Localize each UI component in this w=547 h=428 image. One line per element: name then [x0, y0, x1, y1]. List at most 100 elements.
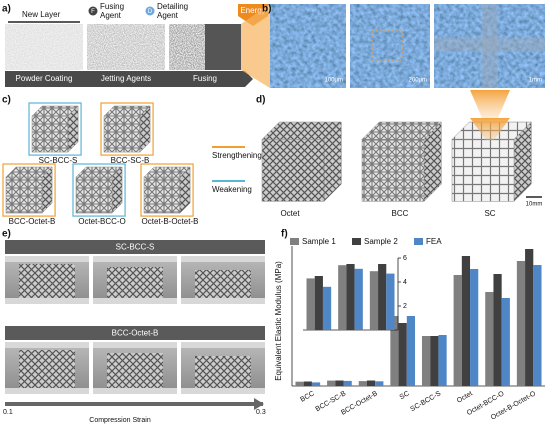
- bar: [438, 335, 447, 386]
- process-arrow: [5, 71, 253, 87]
- platen: [181, 388, 265, 394]
- test-label: SC-BCC-S: [116, 243, 155, 252]
- platen: [93, 388, 177, 394]
- specimen: [107, 353, 163, 388]
- strain-arrowhead: [254, 398, 264, 410]
- test-header: [5, 240, 265, 254]
- bar: [533, 265, 542, 386]
- cube-front: [143, 176, 181, 214]
- cube-front: [361, 139, 425, 202]
- legend-swatch: [290, 238, 299, 245]
- bar: [327, 380, 336, 386]
- detailing-agent: Agent: [157, 11, 179, 20]
- platen: [181, 256, 265, 262]
- panel-label: c): [2, 95, 11, 106]
- lattice-label: BCC-Octet-B: [9, 217, 56, 226]
- powder-texture: [5, 24, 83, 70]
- bar: [335, 380, 344, 386]
- bar: [306, 278, 315, 330]
- bar: [375, 381, 384, 386]
- bar: [390, 316, 399, 386]
- bar: [470, 269, 479, 386]
- cube-frame: [28, 102, 82, 156]
- scale-bar: 100μm: [325, 78, 343, 84]
- test-label: BCC-Octet-B: [112, 329, 159, 338]
- inset-tick-label: 6: [403, 255, 407, 262]
- fusing-agent: Fusing: [100, 2, 124, 11]
- panel-a: [5, 4, 268, 87]
- bar: [525, 249, 534, 386]
- strut: [434, 38, 545, 52]
- lattice-label: SC-BCC-S: [39, 156, 78, 165]
- panel-b: [241, 4, 545, 118]
- cube-frame: [72, 163, 126, 217]
- strain-end: 0.3: [256, 409, 266, 416]
- bar: [338, 265, 347, 330]
- platen: [5, 342, 89, 348]
- bar: [386, 273, 395, 330]
- inset-tick-label: 4: [403, 279, 407, 286]
- bar: [358, 381, 367, 386]
- legend-label: Sample 2: [364, 237, 398, 246]
- bar: [461, 256, 471, 386]
- bar: [398, 323, 407, 386]
- panel-label: b): [262, 4, 271, 15]
- x-tick-label: SC: [399, 390, 411, 401]
- step-label: Powder Coating: [16, 74, 73, 83]
- bar: [406, 316, 416, 386]
- zoom-beam: [470, 118, 510, 140]
- scale-bar: 1mm: [529, 78, 542, 84]
- specimen: [19, 350, 75, 388]
- bar: [493, 274, 502, 386]
- specimen: [107, 267, 163, 298]
- fusing-texture: [169, 24, 205, 70]
- cube-front: [103, 115, 141, 153]
- bar-chart: Equivalent Elastic Modulus (MPa)BCCBCC-S…: [274, 237, 545, 422]
- panel-label: f): [281, 229, 288, 240]
- bar: [346, 264, 355, 330]
- cube-frame: [100, 102, 154, 156]
- bar: [453, 275, 462, 386]
- bar: [421, 336, 431, 386]
- cube-front: [75, 176, 113, 214]
- inset-tick-label: 2: [403, 303, 407, 310]
- test-header: [5, 326, 265, 340]
- cube-front: [5, 176, 43, 214]
- zoom-box: [371, 29, 403, 61]
- cube-front: [261, 139, 325, 202]
- scale-bar: 200μm: [409, 78, 427, 84]
- panel-label: a): [2, 4, 11, 15]
- panel-label: d): [256, 95, 265, 106]
- zoom-beam: [470, 90, 510, 118]
- platen: [5, 256, 89, 262]
- platen: [93, 256, 177, 262]
- strain-start: 0.1: [3, 409, 13, 416]
- cube-frame: [140, 163, 194, 217]
- scale-bar: 10mm: [526, 202, 543, 208]
- bar: [485, 292, 494, 386]
- x-tick-label: BCC: [299, 390, 315, 403]
- bar: [322, 286, 332, 330]
- platen: [5, 388, 89, 394]
- platen: [93, 342, 177, 348]
- bar: [354, 268, 363, 330]
- platen: [93, 298, 177, 304]
- lattice-label: Octet-BCC-O: [78, 217, 126, 226]
- zoom-wedge: [241, 4, 270, 88]
- y-axis-label: Equivalent Elastic Modulus (MPa): [274, 261, 283, 381]
- bar: [430, 336, 439, 386]
- platen: [181, 298, 265, 304]
- bar: [314, 276, 323, 330]
- x-tick-label: SC-BCC-S: [409, 390, 442, 413]
- specimen: [195, 356, 251, 388]
- platen: [5, 298, 89, 304]
- lattice-label: BCC-SC-B: [111, 156, 150, 165]
- bar: [369, 271, 379, 330]
- cube-front: [31, 115, 69, 153]
- legend-label: Strengthening: [212, 151, 262, 160]
- panel-label: e): [2, 229, 11, 240]
- bar: [501, 298, 510, 386]
- fusing-agent: Agent: [100, 11, 122, 20]
- icon-letter: D: [148, 9, 153, 15]
